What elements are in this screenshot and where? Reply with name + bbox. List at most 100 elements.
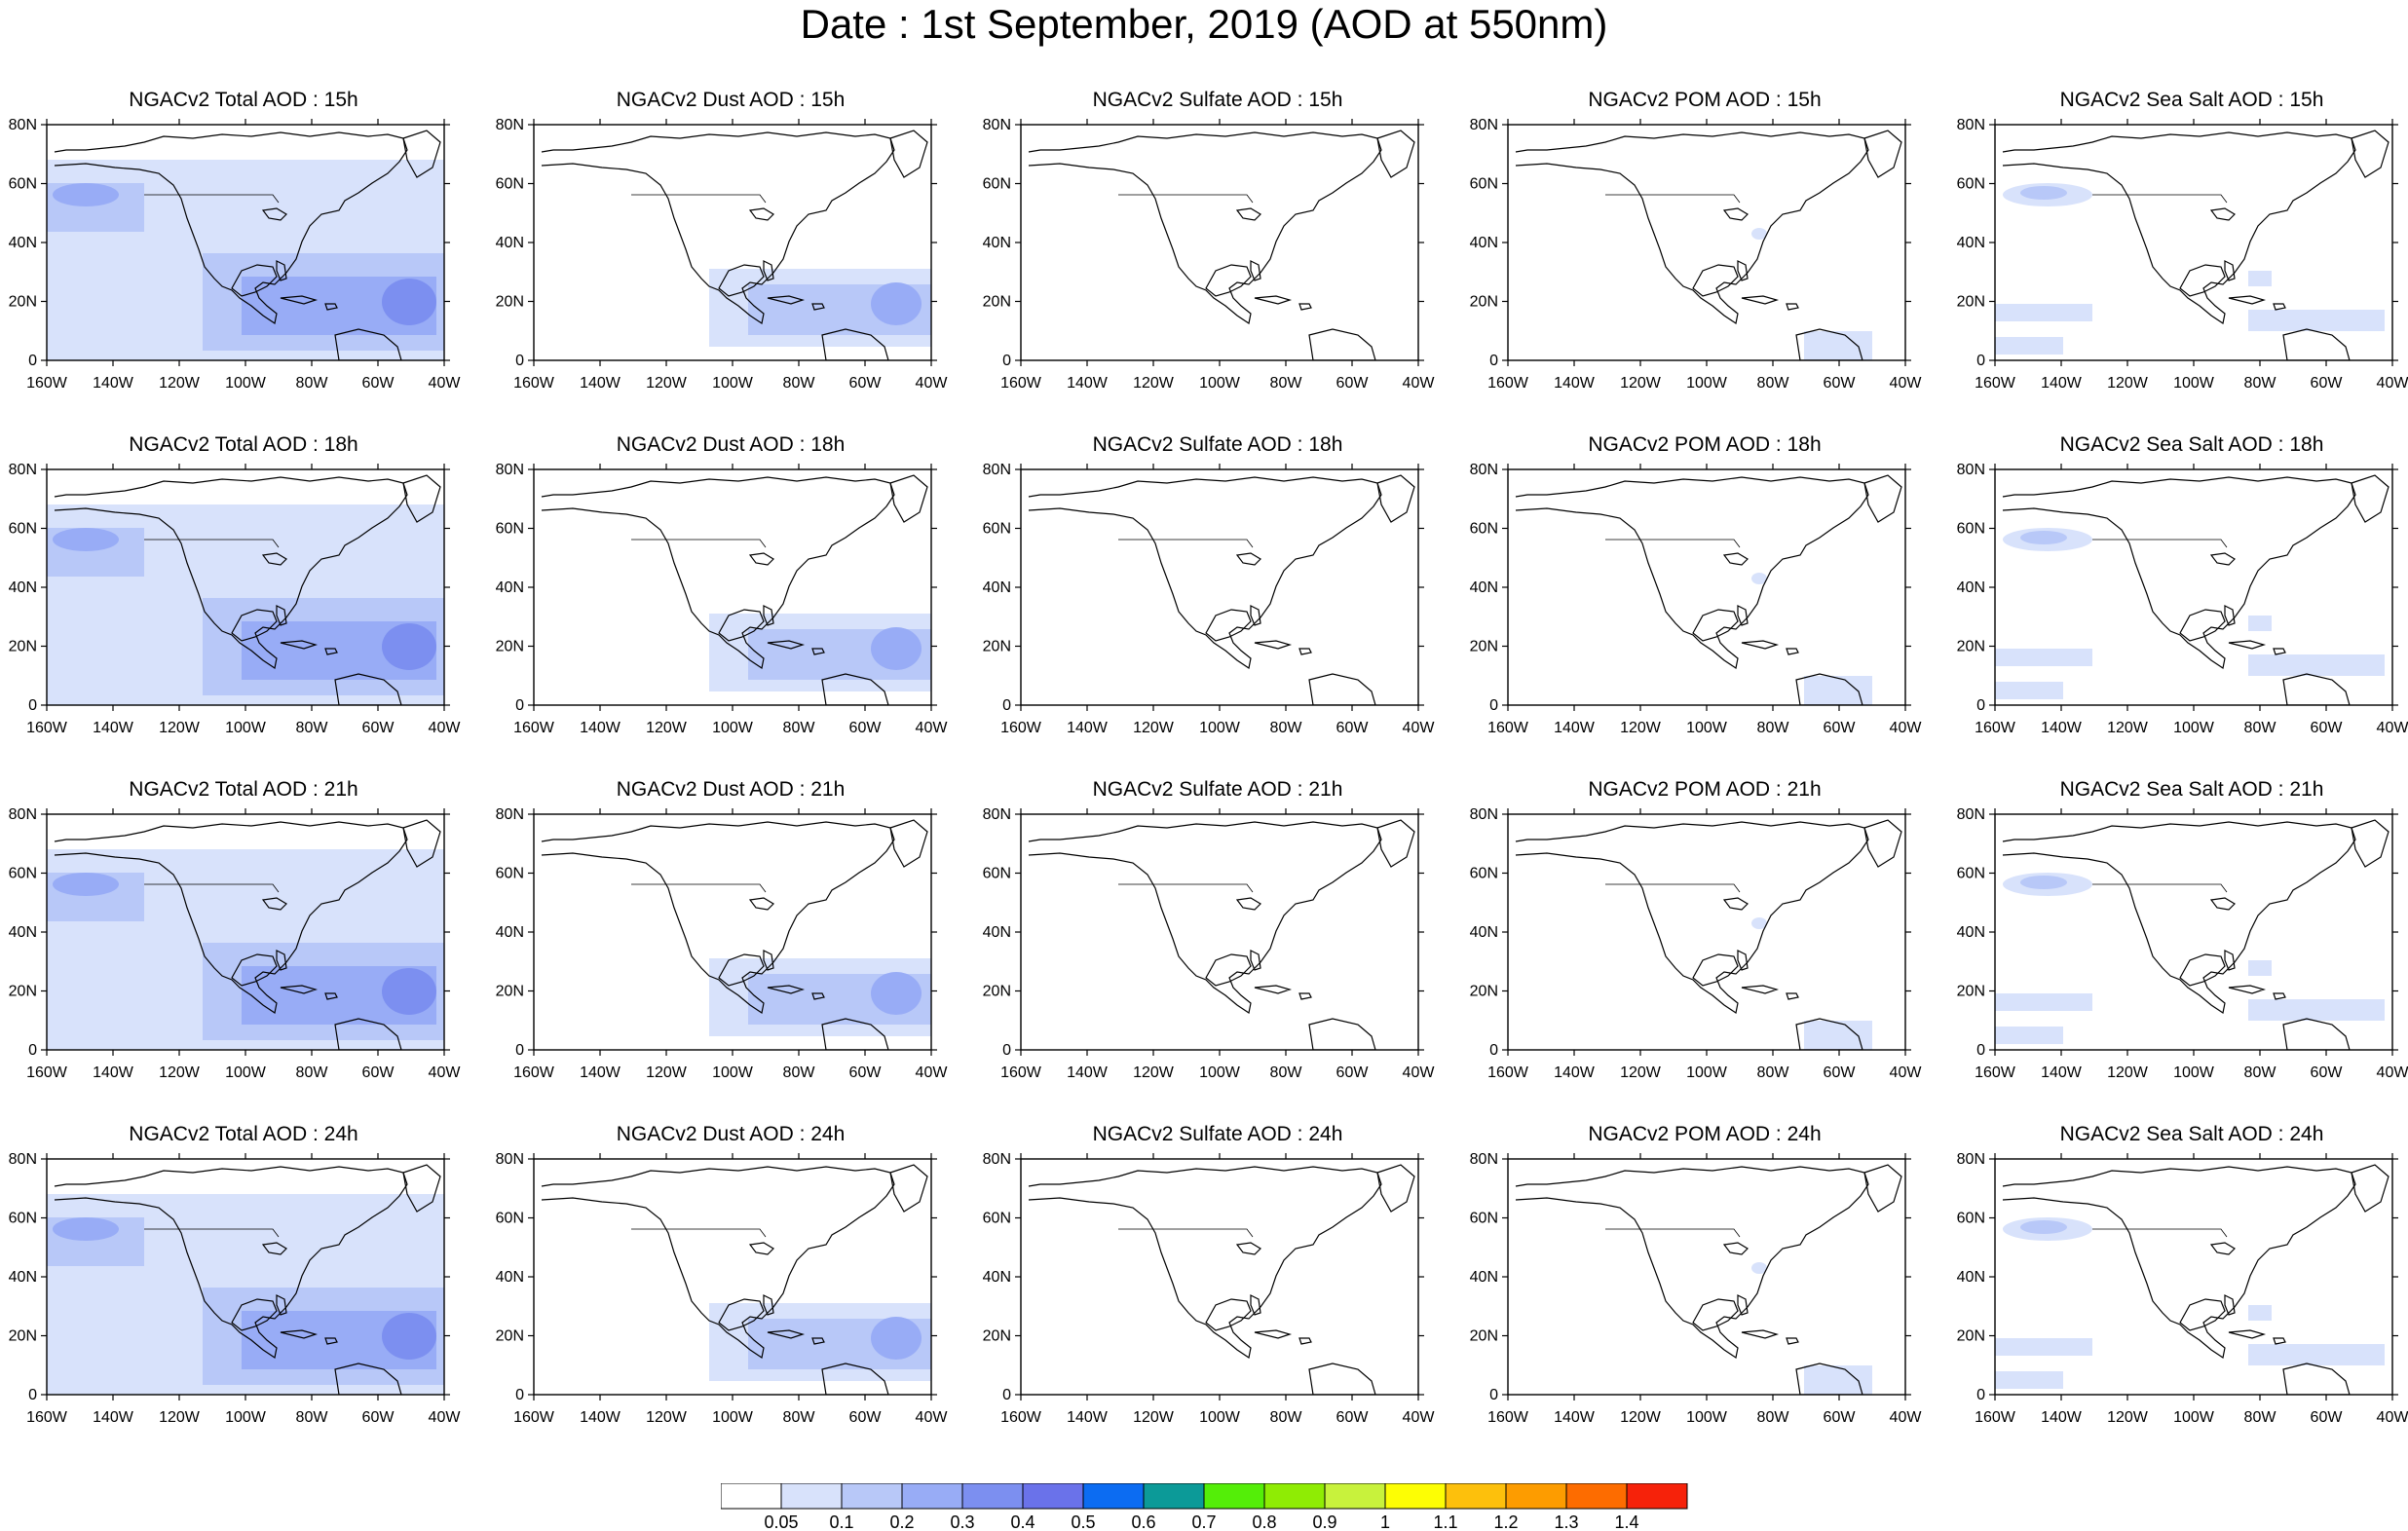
aod-contour bbox=[2020, 186, 2067, 200]
colorbar-swatch bbox=[780, 1483, 843, 1510]
lat-tick-label: 0 bbox=[1002, 1387, 1011, 1403]
aod-field bbox=[1508, 1159, 1905, 1395]
lon-tick-label: 160W bbox=[1487, 1409, 1529, 1426]
lat-tick-label: 80N bbox=[496, 117, 524, 133]
colorbar-label: 0.7 bbox=[1191, 1512, 1216, 1530]
lon-tick-label: 60W bbox=[1824, 1064, 1857, 1081]
map-plot: 0 20N 40N 60N 80N 160W 140W 120W 100W 80W 60W 40W bbox=[496, 117, 949, 392]
lat-tick-label: 60N bbox=[1957, 866, 1985, 882]
lon-tick-label: 140W bbox=[2041, 1409, 2083, 1426]
lat-tick-label: 20N bbox=[9, 984, 37, 1000]
coastline bbox=[54, 130, 441, 360]
aod-contour bbox=[53, 1217, 119, 1241]
lon-tick-label: 40W bbox=[1890, 720, 1923, 736]
lat-tick-label: 0 bbox=[1976, 353, 1985, 369]
aod-contour bbox=[2248, 960, 2272, 976]
lat-tick-label: 40N bbox=[983, 1269, 1011, 1286]
lon-tick-label: 100W bbox=[1199, 1409, 1241, 1426]
colorbar-swatch bbox=[1143, 1483, 1205, 1510]
map-panel-pom: NGACv2 POM AOD : 15h 0 20N 40N 60N 80N 160W 140… bbox=[1461, 88, 1948, 424]
lat-tick-label: 80N bbox=[9, 806, 37, 823]
map-plot: 0 20N 40N 60N 80N 160W 140W 120W 100W 80W 60W 40W bbox=[1957, 462, 2408, 736]
lon-tick-label: 160W bbox=[26, 1064, 68, 1081]
lon-tick-label: 80W bbox=[1757, 375, 1790, 392]
lon-tick-label: 60W bbox=[1824, 720, 1857, 736]
lon-tick-label: 160W bbox=[1975, 1409, 2016, 1426]
lon-tick-label: 40W bbox=[429, 1064, 462, 1081]
colorbar-label: 1 bbox=[1380, 1512, 1390, 1530]
lon-tick-label: 100W bbox=[225, 375, 267, 392]
lon-tick-label: 140W bbox=[580, 1064, 621, 1081]
lon-tick-label: 120W bbox=[159, 720, 201, 736]
colorbar-swatch bbox=[1203, 1483, 1265, 1510]
lon-tick-label: 160W bbox=[1487, 375, 1529, 392]
lat-tick-label: 80N bbox=[9, 462, 37, 478]
lon-tick-label: 80W bbox=[296, 1064, 329, 1081]
lon-tick-label: 40W bbox=[1890, 1064, 1923, 1081]
lat-tick-label: 60N bbox=[1470, 176, 1498, 193]
lat-tick-label: 40N bbox=[496, 924, 524, 941]
panel-title: NGACv2 Sea Salt AOD : 21h bbox=[2059, 778, 2324, 801]
aod-contour bbox=[1804, 1021, 1872, 1050]
lat-tick-label: 40N bbox=[983, 924, 1011, 941]
colorbar-swatch bbox=[901, 1483, 963, 1510]
lon-tick-label: 40W bbox=[429, 1409, 462, 1426]
coastline bbox=[1515, 474, 1902, 705]
aod-contour bbox=[1751, 573, 1767, 584]
aod-contour bbox=[1751, 228, 1767, 240]
lon-tick-label: 40W bbox=[1890, 1409, 1923, 1426]
lat-tick-label: 40N bbox=[496, 579, 524, 596]
lat-tick-label: 60N bbox=[983, 1211, 1011, 1227]
map-panel-dust: NGACv2 Dust AOD : 15h 0 20N 40N 60N 80N 160W 14… bbox=[487, 88, 974, 424]
map-panel-sulfate: NGACv2 Sulfate AOD : 24h 0 20N 40N 60N 80N 160… bbox=[974, 1122, 1461, 1458]
aod-field bbox=[47, 469, 444, 705]
colorbar-swatch bbox=[1263, 1483, 1326, 1510]
lon-tick-label: 160W bbox=[1000, 375, 1042, 392]
lon-tick-label: 140W bbox=[1067, 375, 1109, 392]
aod-contour bbox=[382, 623, 436, 670]
lon-tick-label: 60W bbox=[849, 720, 883, 736]
lat-tick-label: 60N bbox=[9, 866, 37, 882]
panel-title: NGACv2 Sulfate AOD : 24h bbox=[1092, 1123, 1343, 1145]
lon-tick-label: 40W bbox=[1403, 1064, 1436, 1081]
lat-tick-label: 20N bbox=[496, 1328, 524, 1345]
panel-title: NGACv2 Total AOD : 15h bbox=[129, 89, 358, 111]
lat-tick-label: 0 bbox=[1002, 353, 1011, 369]
coastline bbox=[1028, 1164, 1415, 1395]
lon-tick-label: 80W bbox=[1270, 1409, 1303, 1426]
map-panel-seasalt: NGACv2 Sea Salt AOD : 18h 0 20N 40N 60N 80N 16… bbox=[1948, 432, 2408, 768]
lon-tick-label: 40W bbox=[2377, 720, 2408, 736]
lon-tick-label: 80W bbox=[296, 1409, 329, 1426]
aod-contour bbox=[2248, 616, 2272, 631]
lon-tick-label: 100W bbox=[2173, 375, 2215, 392]
aod-colorbar: 0.05 0.1 0.2 0.3 0.4 0.5 0.6 0.7 0.8 0.9 1 1.1 1.2 1.… bbox=[721, 1483, 1688, 1530]
lat-tick-label: 80N bbox=[1957, 117, 1985, 133]
lon-tick-label: 40W bbox=[1403, 1409, 1436, 1426]
map-panel-pom: NGACv2 POM AOD : 21h 0 20N 40N 60N 80N 160W 140… bbox=[1461, 777, 1948, 1113]
colorbar-label: 0.2 bbox=[889, 1512, 914, 1530]
map-plot: 0 20N 40N 60N 80N 160W 140W 120W 100W 80W 60W 40W bbox=[1957, 117, 2408, 392]
lon-tick-label: 140W bbox=[1554, 1064, 1596, 1081]
lon-tick-label: 100W bbox=[712, 1409, 754, 1426]
lon-tick-label: 120W bbox=[646, 720, 688, 736]
lat-tick-label: 40N bbox=[1470, 579, 1498, 596]
aod-contour bbox=[1995, 304, 2092, 321]
lon-tick-label: 60W bbox=[1336, 375, 1370, 392]
colorbar-swatch bbox=[721, 1483, 782, 1510]
aod-contour bbox=[1995, 649, 2092, 666]
panel-title: NGACv2 Sea Salt AOD : 18h bbox=[2059, 433, 2324, 456]
lat-tick-label: 0 bbox=[515, 1387, 524, 1403]
colorbar-label: 0.1 bbox=[829, 1512, 853, 1530]
lon-tick-label: 40W bbox=[1403, 375, 1436, 392]
panel-title: NGACv2 Dust AOD : 15h bbox=[616, 89, 846, 111]
lat-tick-label: 80N bbox=[1957, 1151, 1985, 1168]
lon-tick-label: 120W bbox=[1620, 1409, 1662, 1426]
lon-tick-label: 140W bbox=[580, 375, 621, 392]
lon-tick-label: 140W bbox=[2041, 720, 2083, 736]
lon-tick-label: 80W bbox=[1270, 375, 1303, 392]
coastline bbox=[1515, 1164, 1902, 1395]
aod-contour bbox=[2248, 1305, 2272, 1321]
aod-field bbox=[1995, 469, 2392, 705]
colorbar-label: 1.4 bbox=[1614, 1512, 1638, 1530]
lon-tick-label: 120W bbox=[1620, 1064, 1662, 1081]
